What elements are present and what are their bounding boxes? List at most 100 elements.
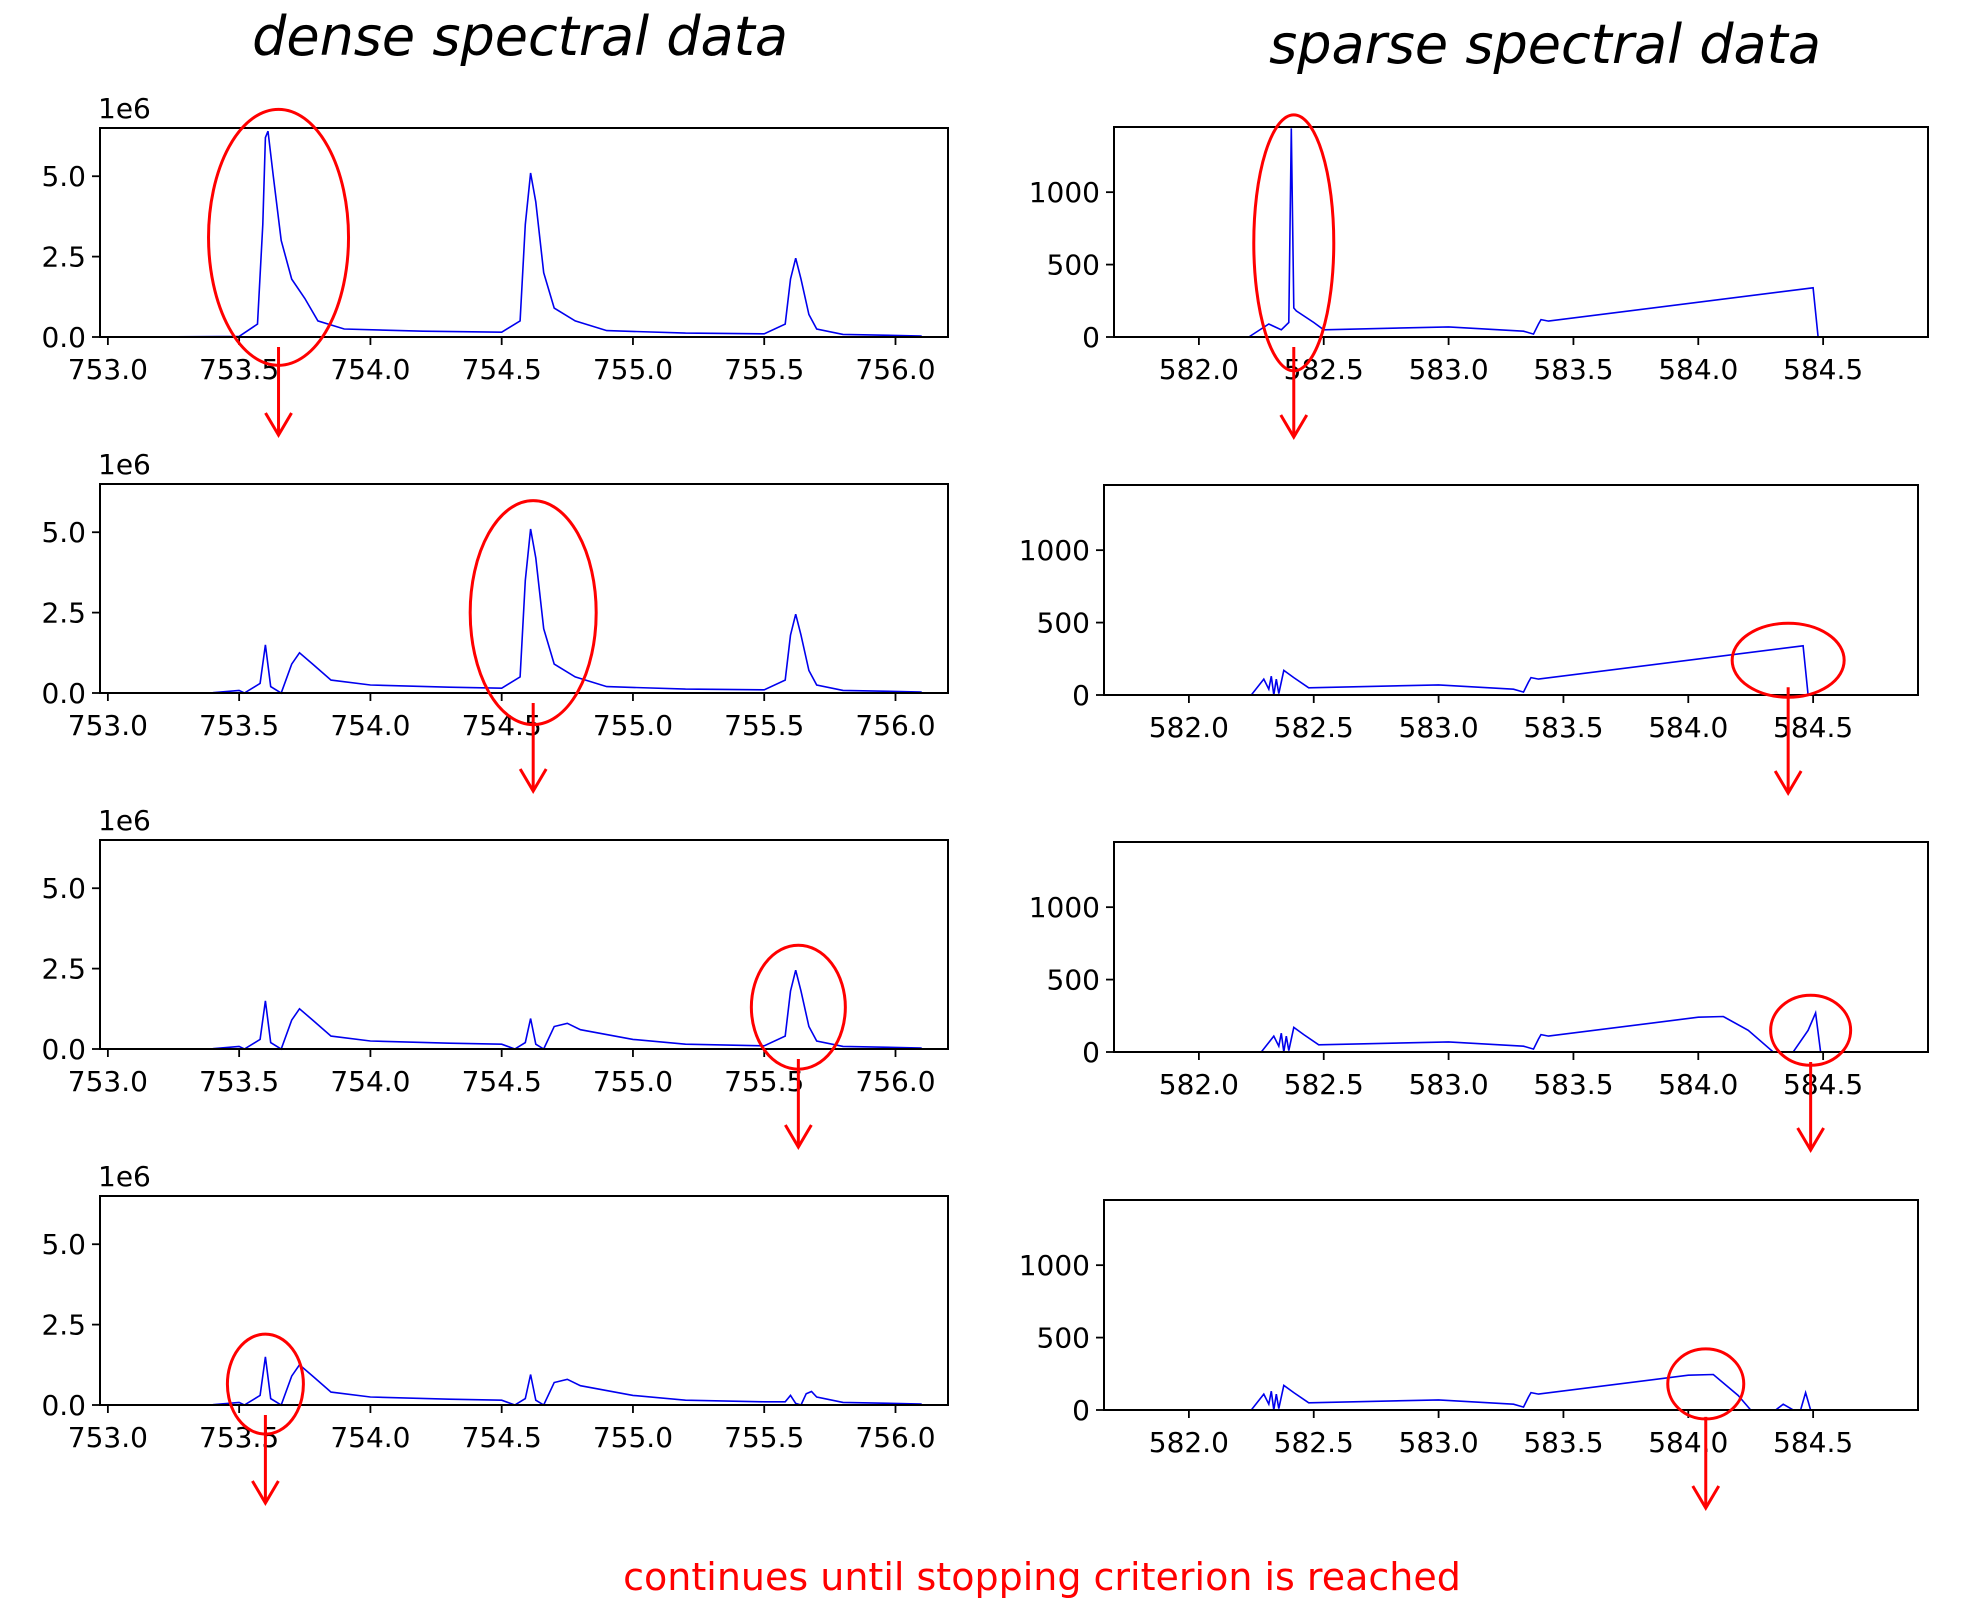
sparse-column-title: sparse spectral data — [1269, 13, 1821, 76]
axes-frame — [1113, 841, 1929, 1053]
x-tick-label: 753.5 — [199, 709, 279, 742]
arrow-head — [264, 412, 293, 438]
x-tick-label: 584.5 — [1783, 353, 1863, 386]
y-tick-label: 0 — [1082, 1036, 1100, 1069]
chart-grid: 753.0 753.5 754.0 754.5 755.0 755.5 756.0 0.0 2.… — [41, 92, 1929, 1511]
x-tick-label: 755.0 — [593, 1421, 673, 1454]
x-tick-label: 753.5 — [199, 353, 279, 386]
chart-panel: 753.0 753.5 754.0 754.5 755.0 755.5 756.00.02.… — [41, 92, 949, 438]
y-tick-label: 0.0 — [41, 1389, 86, 1422]
stopping-criterion-note: continues until stopping criterion is re… — [623, 1555, 1461, 1599]
highlight-ellipse — [1666, 1347, 1746, 1421]
x-tick-label: 584.0 — [1648, 1426, 1728, 1459]
spectrum-line — [134, 528, 922, 695]
x-tick-label: 582.5 — [1274, 1426, 1354, 1459]
axes-frame — [1103, 484, 1919, 696]
x-tick-label: 582.0 — [1159, 1068, 1239, 1101]
x-tick-label: 584.0 — [1648, 711, 1728, 744]
axes-frame — [99, 839, 949, 1050]
y-tick-label: 0 — [1072, 679, 1090, 712]
x-tick-label: 583.5 — [1533, 353, 1613, 386]
x-tick-label: 756.0 — [855, 709, 935, 742]
x-tick-label: 753.5 — [199, 1065, 279, 1098]
x-tick-label: 583.0 — [1399, 711, 1479, 744]
x-tick-label: 582.0 — [1149, 1426, 1229, 1459]
chart-panel: 753.0 753.5 754.0 754.5 755.0 755.5 756.00.02.… — [41, 448, 949, 794]
y-offset-label: 1e6 — [98, 804, 151, 837]
y-tick-label: 0 — [1082, 321, 1100, 354]
y-tick-label: 0.0 — [41, 1033, 86, 1066]
axes-frame — [99, 483, 949, 694]
y-tick-label: 0 — [1072, 1394, 1090, 1427]
x-tick-label: 584.0 — [1658, 1068, 1738, 1101]
y-offset-label: 1e6 — [98, 92, 151, 125]
arrow-head — [518, 768, 548, 794]
x-tick-label: 753.0 — [68, 1065, 148, 1098]
y-tick-label: 500 — [1037, 607, 1090, 640]
x-tick-label: 754.5 — [462, 1421, 542, 1454]
arrow-head — [1279, 414, 1309, 440]
highlight-ellipse — [207, 107, 351, 367]
x-tick-label: 584.5 — [1773, 711, 1853, 744]
x-tick-label: 756.0 — [855, 1065, 935, 1098]
spectrum-line — [1139, 1373, 1908, 1411]
x-tick-label: 582.0 — [1149, 711, 1229, 744]
x-tick-label: 584.5 — [1783, 1068, 1863, 1101]
x-tick-label: 754.0 — [330, 1065, 410, 1098]
x-tick-label: 582.5 — [1274, 711, 1354, 744]
arrow-head — [784, 1124, 813, 1150]
axes-frame — [1113, 126, 1929, 338]
y-tick-label: 1000 — [1019, 534, 1090, 567]
highlight-ellipse — [468, 499, 598, 727]
spectrum-line — [134, 130, 922, 338]
x-tick-label: 753.0 — [68, 709, 148, 742]
y-tick-label: 2.5 — [41, 597, 86, 630]
chart-panel: 753.0 753.5 754.0 754.5 755.0 755.5 756.00.02.… — [41, 804, 949, 1150]
axes-frame — [1103, 1199, 1919, 1411]
chart-panel: 753.0 753.5 754.0 754.5 755.0 755.5 756.00.02.… — [41, 1160, 949, 1506]
axes-frame — [99, 1195, 949, 1406]
x-tick-label: 583.0 — [1409, 353, 1489, 386]
y-tick-label: 1000 — [1029, 891, 1100, 924]
x-tick-label: 755.0 — [593, 353, 673, 386]
x-tick-label: 753.5 — [199, 1421, 279, 1454]
x-tick-label: 753.0 — [68, 1421, 148, 1454]
y-tick-label: 500 — [1047, 249, 1100, 282]
y-offset-label: 1e6 — [98, 448, 151, 481]
arrow-head — [1796, 1127, 1825, 1153]
y-tick-label: 1000 — [1019, 1249, 1090, 1282]
x-tick-label: 582.0 — [1159, 353, 1239, 386]
x-tick-label: 755.5 — [724, 353, 804, 386]
x-tick-label: 583.5 — [1523, 711, 1603, 744]
spectrum-line — [1139, 644, 1908, 696]
y-tick-label: 5.0 — [41, 160, 86, 193]
y-tick-label: 5.0 — [41, 516, 86, 549]
arrow-head — [1691, 1485, 1721, 1511]
highlight-ellipse — [749, 943, 847, 1071]
y-tick-label: 2.5 — [41, 241, 86, 274]
y-offset-label: 1e6 — [98, 1160, 151, 1193]
y-tick-label: 1000 — [1029, 176, 1100, 209]
x-tick-label: 583.5 — [1533, 1068, 1613, 1101]
axes-frame — [99, 127, 949, 338]
x-tick-label: 755.5 — [724, 709, 804, 742]
y-tick-label: 5.0 — [41, 872, 86, 905]
x-tick-label: 754.0 — [330, 353, 410, 386]
spectrum-line — [134, 1356, 922, 1407]
x-tick-label: 755.5 — [724, 1421, 804, 1454]
x-tick-label: 754.0 — [330, 709, 410, 742]
highlight-ellipse — [1252, 113, 1336, 373]
x-tick-label: 755.5 — [724, 1065, 804, 1098]
x-tick-label: 584.5 — [1773, 1426, 1853, 1459]
x-tick-label: 755.0 — [593, 1065, 673, 1098]
x-tick-label: 584.0 — [1658, 353, 1738, 386]
y-tick-label: 500 — [1037, 1322, 1090, 1355]
arrow-head — [1773, 770, 1803, 796]
x-tick-label: 754.5 — [462, 1065, 542, 1098]
x-tick-label: 754.0 — [330, 1421, 410, 1454]
highlight-ellipse — [1730, 621, 1846, 699]
